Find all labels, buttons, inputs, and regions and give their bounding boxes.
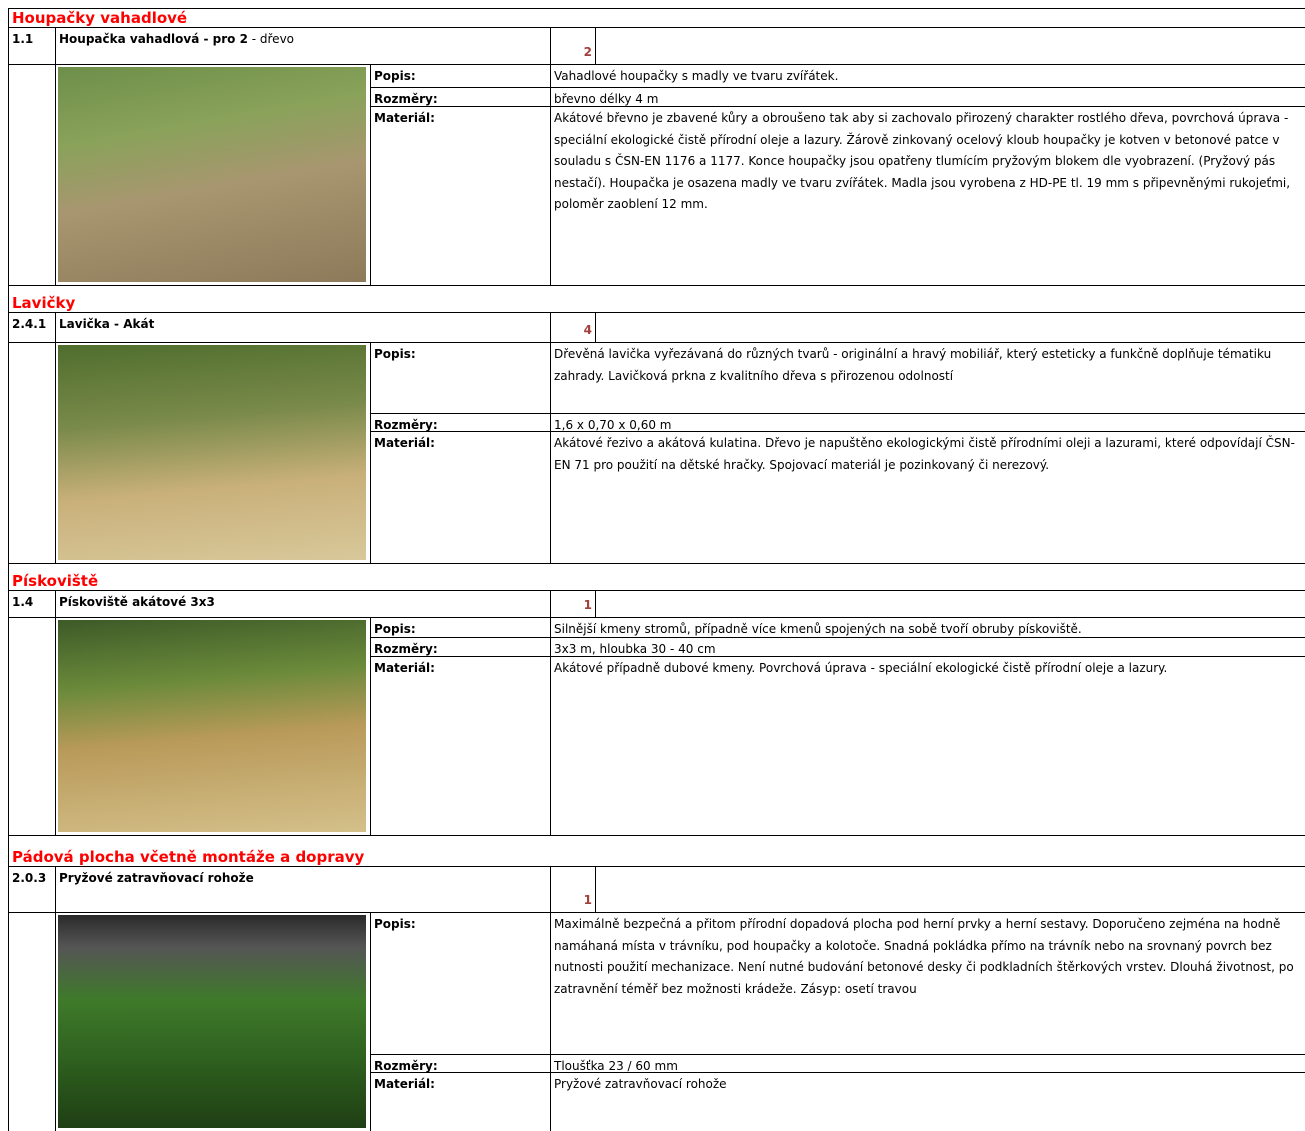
item-quantity: 2 <box>550 27 595 64</box>
field-text: Tloušťka 23 / 60 mm <box>550 1054 1305 1072</box>
photo-cell <box>55 64 370 285</box>
field-text: břevno délky 4 m <box>550 87 1305 106</box>
field-text: Maximálně bezpečná a přitom přírodní dop… <box>550 912 1305 1054</box>
empty-cell <box>595 27 1305 64</box>
item-quantity: 4 <box>550 312 595 342</box>
field-label: Popis: <box>370 342 550 413</box>
item-name-suffix: - dřevo <box>247 32 295 46</box>
field-label: Rozměry: <box>370 637 550 656</box>
field-label: Materiál: <box>370 1072 550 1131</box>
item-name: Pískoviště akátové 3x3 <box>55 590 550 617</box>
item-name-text: Pryžové zatravňovací rohože <box>59 871 254 885</box>
item-name: Pryžové zatravňovací rohože <box>55 866 550 912</box>
empty-cell <box>595 866 1305 912</box>
product-photo <box>58 345 366 560</box>
item-quantity: 1 <box>550 590 595 617</box>
item-code: 2.4.1 <box>8 312 55 342</box>
field-text: Akátové případně dubové kmeny. Povrchová… <box>550 656 1305 835</box>
empty-cell <box>595 312 1305 342</box>
item-name: Houpačka vahadlová - pro 2 - dřevo <box>55 27 550 64</box>
item-name-text: Houpačka vahadlová - pro 2 <box>59 32 248 46</box>
field-text: Vahadlové houpačky s madly ve tvaru zvíř… <box>550 64 1305 87</box>
item-name-text: Lavička - Akát <box>59 317 155 331</box>
field-text: Pryžové zatravňovací rohože <box>550 1072 1305 1131</box>
field-label: Popis: <box>370 912 550 1054</box>
field-text: Silnější kmeny stromů, případně více kme… <box>550 617 1305 637</box>
item-code: 1.1 <box>8 27 55 64</box>
field-label: Rozměry: <box>370 1054 550 1072</box>
field-label: Materiál: <box>370 106 550 285</box>
product-photo <box>58 620 366 832</box>
field-label: Materiál: <box>370 656 550 835</box>
field-text: Akátové břevno je zbavené kůry a obrouše… <box>550 106 1305 285</box>
section-title: Pádová plocha včetně montáže a dopravy <box>8 835 1305 866</box>
section-title: Pískoviště <box>8 563 1305 590</box>
photo-cell <box>55 342 370 563</box>
section-title: Houpačky vahadlové <box>8 8 1305 27</box>
empty-cell <box>8 912 55 1131</box>
field-label: Rozměry: <box>370 413 550 431</box>
product-photo <box>58 67 366 282</box>
photo-cell <box>55 617 370 835</box>
section-title: Lavičky <box>8 285 1305 312</box>
field-label: Popis: <box>370 617 550 637</box>
item-quantity: 1 <box>550 866 595 912</box>
field-text: Akátové řezivo a akátová kulatina. Dřevo… <box>550 431 1305 563</box>
item-name: Lavička - Akát <box>55 312 550 342</box>
empty-cell <box>8 617 55 835</box>
item-code: 2.0.3 <box>8 866 55 912</box>
field-text: Dřevěná lavička vyřezávaná do různých tv… <box>550 342 1305 413</box>
item-name-text: Pískoviště akátové 3x3 <box>59 595 215 609</box>
empty-cell <box>8 342 55 563</box>
field-label: Popis: <box>370 64 550 87</box>
field-label: Rozměry: <box>370 87 550 106</box>
field-label: Materiál: <box>370 431 550 563</box>
item-code: 1.4 <box>8 590 55 617</box>
field-text: 3x3 m, hloubka 30 - 40 cm <box>550 637 1305 656</box>
empty-cell <box>595 590 1305 617</box>
field-text: 1,6 x 0,70 x 0,60 m <box>550 413 1305 431</box>
photo-cell <box>55 912 370 1131</box>
product-photo <box>58 915 366 1128</box>
empty-cell <box>8 64 55 285</box>
